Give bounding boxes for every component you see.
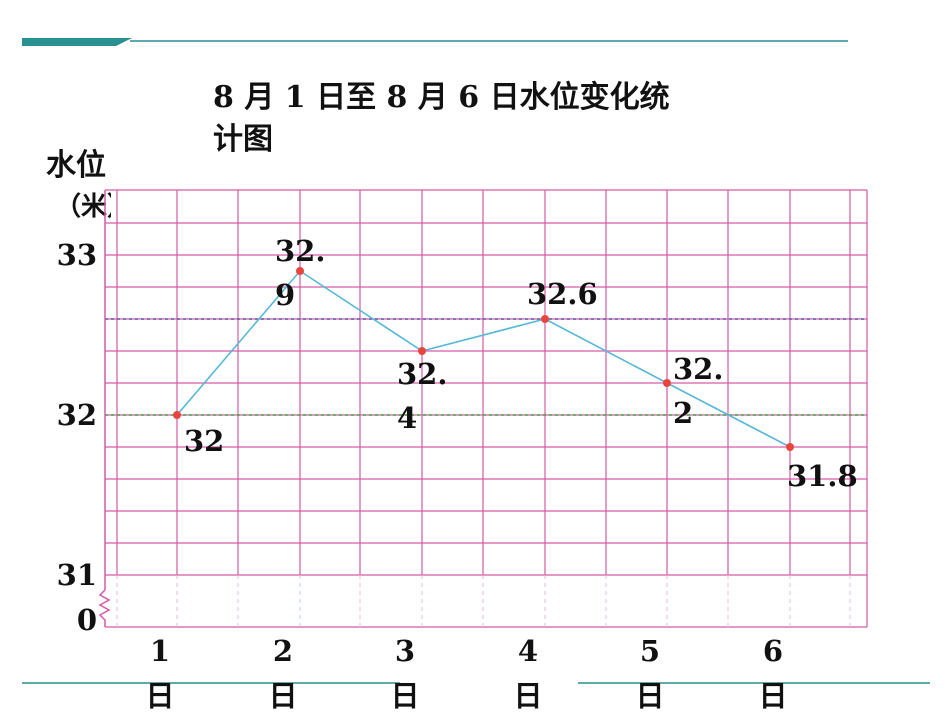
x-tick-label: 5 [640,634,660,668]
data-label: 9 [275,278,295,312]
data-label: 2 [673,396,693,430]
x-tick-label: 日 [268,679,297,713]
data-label: 32. [673,352,723,386]
data-point [786,443,794,451]
data-label: 31.8 [787,459,858,493]
data-label: 32. [397,357,447,391]
axis-break-mark [98,589,111,627]
y-tick-label: 33 [57,238,97,272]
x-tick-label: 4 [518,634,538,668]
y-axis-label: 水位 [46,148,106,183]
x-tick-label: 3 [395,634,415,668]
x-tick-label: 日 [145,679,174,713]
reference-lines [105,318,867,416]
slide-decoration [22,38,930,684]
y-axis-unit: （米） [55,192,111,222]
data-label: 4 [397,401,417,435]
data-point [296,267,304,275]
x-tick-label: 2 [273,634,293,668]
x-tick-label: 日 [758,679,787,713]
y-tick-label: 31 [57,558,97,592]
y-tick-label: 32 [57,398,97,432]
data-point [173,411,181,419]
x-tick-label: 日 [513,679,542,713]
top-accent-bar [22,38,132,46]
data-label: 32.6 [527,277,598,311]
x-tick-label: 日 [390,679,419,713]
data-point [663,379,671,387]
axis-break [98,190,111,627]
y-tick-label: 0 [77,603,97,637]
chart-grid [105,189,868,628]
data-label: 32. [275,234,325,268]
chart-title-line-1: 8 月 1 日至 8 月 6 日水位变化统 [213,80,670,115]
chart-title-line-2: 计图 [213,122,273,157]
data-label: 32 [184,424,224,458]
data-point [541,315,549,323]
labels: 33 32 31 0 1 日 2 日 3 日 4 日 5 日 6 日 32 32. 9 32. 4 32.6 32. 2 31.… [57,234,858,713]
series-water-level [173,267,794,451]
x-tick-label: 日 [635,679,664,713]
x-tick-label: 1 [150,634,170,668]
series-line [176,269,791,448]
data-point [418,347,426,355]
x-tick-label: 6 [763,634,783,668]
